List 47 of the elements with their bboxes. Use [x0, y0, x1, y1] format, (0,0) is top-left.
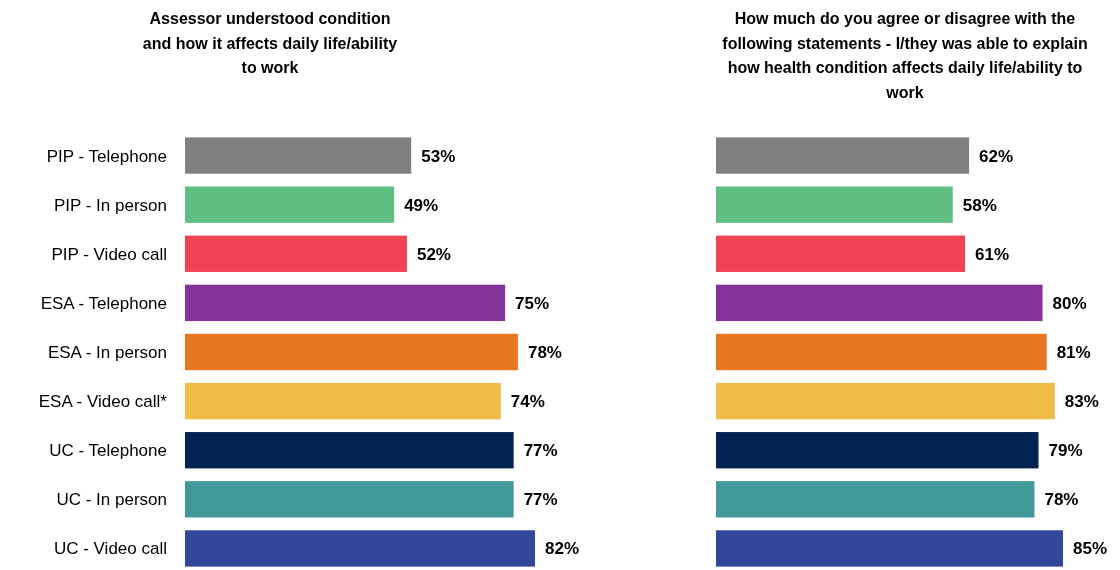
bar: [185, 186, 395, 223]
bar: [185, 333, 518, 371]
bar: [185, 432, 514, 469]
bar: [716, 284, 1043, 322]
bar: [185, 235, 407, 272]
data-label: 78%: [527, 342, 562, 362]
data-label: 78%: [1044, 490, 1079, 510]
bar: [716, 382, 1055, 420]
bar: [185, 530, 535, 567]
data-label: 53%: [421, 146, 456, 166]
bar: [716, 137, 970, 174]
bar: [716, 530, 1063, 567]
data-label: 52%: [416, 244, 451, 264]
data-label: 49%: [404, 195, 439, 215]
data-label: 61%: [975, 244, 1010, 264]
y-tick-label: UC - Video call: [53, 539, 167, 559]
data-label: 83%: [1064, 392, 1099, 412]
data-label: 77%: [523, 441, 558, 461]
data-label: 81%: [1056, 342, 1091, 362]
bar: [716, 432, 1039, 469]
y-tick-label: UC - In person: [56, 490, 167, 510]
chart-title: How much do you agree or disagree with the following statements - I/they was able to explain how health condition affects daily life/ability to work: [722, 10, 1088, 101]
data-label: 77%: [523, 490, 558, 510]
bar: [716, 235, 966, 272]
chart-title: Assessor understood condition and how it affects daily life/ability to work: [142, 10, 398, 76]
y-tick-label: ESA - Video call*: [38, 392, 168, 412]
bar: [185, 284, 506, 322]
y-tick-label: PIP - In person: [53, 195, 167, 215]
data-label: 82%: [545, 539, 580, 559]
bar: [716, 333, 1047, 371]
bar: [716, 481, 1035, 518]
y-tick-label: PIP - Telephone: [46, 146, 167, 166]
y-tick-label: UC - Telephone: [49, 441, 167, 461]
y-tick-label: PIP - Video call: [51, 244, 167, 264]
data-label: 75%: [515, 293, 550, 313]
data-label: 74%: [510, 392, 545, 412]
bar: [716, 186, 953, 223]
data-label: 62%: [979, 146, 1014, 166]
bar: [185, 137, 412, 174]
y-tick-label: ESA - Telephone: [40, 293, 167, 313]
data-label: 58%: [962, 195, 997, 215]
data-label: 80%: [1052, 293, 1087, 313]
bar: [185, 481, 514, 518]
y-tick-label: ESA - In person: [47, 342, 167, 362]
bar: [185, 382, 501, 420]
data-label: 85%: [1073, 539, 1108, 559]
data-label: 79%: [1048, 441, 1083, 461]
